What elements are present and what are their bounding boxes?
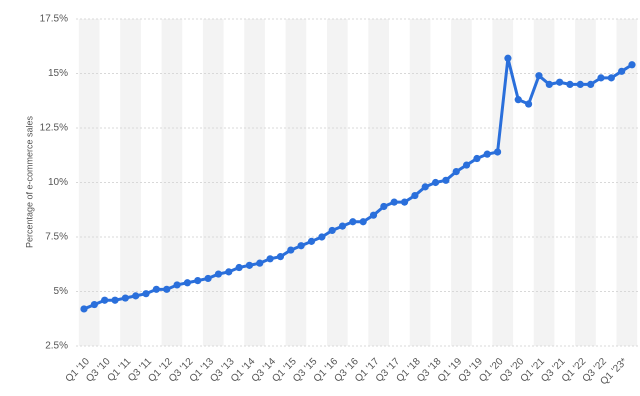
point [142,290,150,298]
point [318,233,326,241]
point [473,154,481,163]
point [101,296,109,304]
y-tick-label: 2.5% [45,341,68,352]
background-band [120,19,141,346]
point [359,218,367,226]
y-tick-label: 10% [48,177,68,188]
point [380,202,388,211]
background-band [368,19,390,346]
point [173,281,181,289]
point [194,277,202,285]
point [214,270,223,278]
point [587,80,595,88]
point [504,54,512,62]
point [80,305,88,313]
y-tick-label: 17.5% [40,14,68,25]
point [431,178,440,187]
point [442,176,450,184]
background-band [492,19,514,346]
point [163,285,171,293]
point [338,222,347,230]
y-tick-label: 5% [54,286,69,297]
y-tick-label: 7.5% [45,232,68,243]
point [349,218,357,226]
point [276,253,285,261]
point [483,150,491,158]
point [225,268,233,276]
point [411,191,419,200]
point [369,211,378,219]
point [256,259,264,267]
point [287,246,295,254]
point [452,168,460,176]
point [618,67,626,75]
point [121,294,129,302]
point [493,148,502,156]
y-tick-label: 12.5% [40,123,68,134]
point [421,183,429,191]
point [245,261,254,269]
background-band [616,19,638,346]
point [111,296,119,304]
point [462,161,471,169]
point [400,198,409,206]
point [545,80,553,88]
point [576,80,584,88]
point [535,72,543,80]
background-band [285,19,307,346]
point [183,279,191,287]
point [607,74,615,82]
point [235,263,243,272]
point [90,300,98,309]
background-band [161,19,183,346]
point [597,74,605,82]
point [328,226,336,235]
point [307,237,316,245]
y-tick-label: 15% [48,68,68,79]
point [556,78,564,86]
point [628,61,636,69]
point [525,100,533,108]
point [266,255,274,263]
point [514,96,522,104]
point [297,242,305,250]
point [152,285,160,293]
y-axis-label: Percentage of e-commerce sales [24,115,34,248]
point [390,198,398,206]
point [566,80,574,88]
point [204,274,212,283]
point [132,292,140,300]
